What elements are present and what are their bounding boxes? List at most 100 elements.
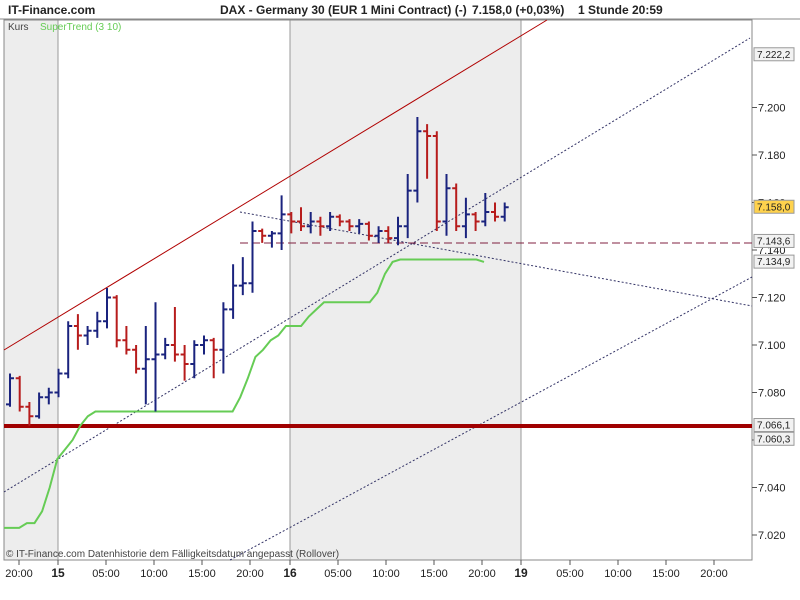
x-tick-label: 05:00 (324, 568, 352, 580)
x-tick-label: 15 (51, 566, 65, 580)
x-tick-label: 05:00 (92, 568, 120, 580)
ohlc-bar (267, 231, 276, 248)
price-label-text: 7.060,3 (757, 434, 791, 445)
time-label: 20:59 (632, 3, 663, 17)
ohlc-bar (248, 221, 257, 293)
x-tick-label: 10:00 (372, 568, 400, 580)
ohlc-bar (180, 345, 189, 381)
price-label-text: 7.134,9 (757, 257, 791, 268)
ohlc-bar (83, 326, 92, 345)
ohlc-bar (25, 402, 34, 426)
ohlc-bar (103, 288, 111, 329)
y-tick-label: 7.200 (758, 103, 786, 115)
price-label-bg (753, 418, 795, 433)
y-tick-label: 7.080 (758, 388, 786, 400)
ohlc-bar (403, 174, 412, 239)
instrument-title: DAX - Germany 30 (EUR 1 Mini Contract) (… (220, 3, 467, 17)
channel-mid-line (3, 37, 751, 493)
legend-kurs: Kurs (8, 22, 29, 33)
y-tick-label: 7.120 (758, 293, 786, 305)
legend-supertrend: SuperTrend (3 10) (40, 22, 121, 33)
x-tick-label: 15:00 (420, 568, 448, 580)
price-label-box: 7.060,3 (753, 431, 795, 446)
y-tick-label: 7.020 (758, 530, 786, 542)
price-label-bg (753, 47, 795, 62)
copyright-footer: © IT-Finance.com Datenhistorie dem Fälli… (6, 549, 339, 560)
x-tick-label: 15:00 (652, 568, 680, 580)
ohlc-bar (54, 368, 63, 398)
x-tick-label: 20:00 (5, 568, 33, 580)
ohlc-bar (35, 392, 44, 419)
ohlc-bar (170, 307, 179, 362)
ohlc-bar (491, 202, 499, 222)
ohlc-bar (452, 183, 461, 231)
ohlc-bar (442, 174, 451, 236)
ohlc-bar (238, 257, 247, 296)
y-axis: 7.0207.0407.0607.0807.1007.1207.1407.160… (752, 103, 786, 542)
supertrend-line (4, 258, 485, 529)
price-label-bg (753, 233, 795, 248)
x-tick-label: 15:00 (188, 568, 216, 580)
ohlc-bar (481, 193, 490, 227)
ohlc-bar (112, 295, 121, 348)
ohlc-bar (200, 335, 208, 355)
quote-value: 7.158,0 (+0,03%) (472, 3, 564, 17)
ohlc-bar (209, 337, 218, 379)
shade-region-left (4, 20, 58, 560)
ohlc-bar (471, 212, 480, 231)
ohlc-bar (122, 326, 131, 355)
price-label-text: 7.222,2 (757, 50, 791, 61)
ohlc-bar (44, 387, 53, 405)
ohlc-bar (277, 195, 286, 250)
price-label-bg (753, 199, 795, 214)
ohlc-bar (384, 226, 393, 243)
x-tick-label: 19 (514, 566, 528, 580)
y-tick-label: 7.100 (758, 340, 786, 352)
x-tick-label: 16 (283, 566, 297, 580)
ohlc-bar (326, 212, 335, 231)
channel-lower-line (229, 276, 753, 561)
y-tick-label: 7.180 (758, 150, 786, 162)
ohlc-bar (374, 226, 383, 243)
price-labels: 7.222,2 7.158,0 7.143,6 7.134,9 7.066,1 7.060… (753, 47, 795, 446)
price-label-box: 7.134,9 (753, 254, 795, 269)
price-label-bg (753, 431, 795, 446)
descending-trendline (239, 211, 753, 307)
ohlc-bar (394, 216, 402, 246)
x-tick-label: 20:00 (236, 568, 264, 580)
ohlc-bar (258, 228, 267, 243)
site-title: IT-Finance.com (8, 3, 95, 17)
ohlc-bar (15, 375, 24, 412)
plot-frame (3, 19, 753, 561)
ohlc-bar (73, 314, 82, 350)
ohlc-bar (316, 216, 325, 236)
price-label-text: 7.143,6 (757, 236, 791, 247)
ohlc-bar (161, 337, 170, 360)
ohlc-bar (413, 117, 422, 203)
x-tick-label: 05:00 (556, 568, 584, 580)
ohlc-bar (297, 207, 305, 231)
interval-label: 1 Stunde (578, 3, 629, 17)
ohlc-bar (6, 373, 14, 407)
ohlc-bar (141, 326, 150, 405)
x-tick-label: 10:00 (604, 568, 632, 580)
x-tick-label: 20:00 (468, 568, 496, 580)
y-tick-label: 7.040 (758, 483, 786, 495)
ohlc-bar (151, 302, 160, 412)
x-tick-label: 20:00 (700, 568, 728, 580)
price-label-box: 7.222,2 (753, 47, 795, 62)
ohlc-bar (190, 340, 199, 379)
price-label-box: 7.158,0 (753, 199, 795, 214)
y-tick-label: 7.140 (758, 245, 786, 257)
ohlc-bar (229, 264, 238, 319)
price-label-box: 7.066,1 (753, 418, 795, 433)
price-label-text: 7.158,0 (757, 202, 791, 213)
channel-upper-line (3, 19, 548, 351)
ohlc-bar (306, 212, 315, 234)
ohlc-bar (423, 124, 432, 179)
ohlc-bar (345, 219, 354, 231)
price-label-bg (753, 254, 795, 269)
ohlc-bar (355, 219, 364, 234)
shade-region-mid (290, 20, 521, 560)
